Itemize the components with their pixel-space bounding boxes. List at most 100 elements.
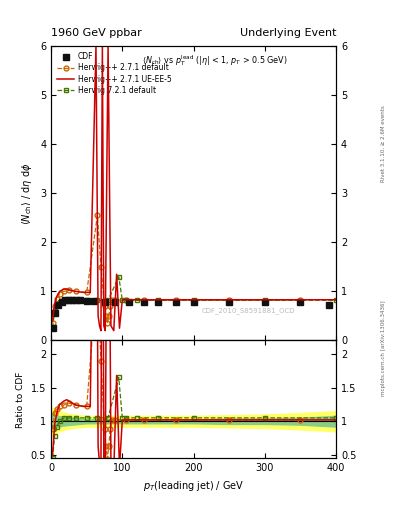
CDF [263, 298, 267, 305]
Legend: CDF, Herwig++ 2.7.1 default, Herwig++ 2.7.1 UE-EE-5, Herwig 7.2.1 default: CDF, Herwig++ 2.7.1 default, Herwig++ 2.… [55, 50, 174, 97]
Text: 1960 GeV ppbar: 1960 GeV ppbar [51, 28, 142, 38]
CDF [156, 298, 160, 305]
Herwig++ 2.7.1 UE-EE-5 [100, 43, 105, 49]
CDF [191, 298, 196, 305]
Text: CDF_2010_S8591881_OCD: CDF_2010_S8591881_OCD [202, 307, 296, 314]
Herwig++ 2.7.1 default [107, 313, 111, 319]
X-axis label: $p_T$(leading jet) / GeV: $p_T$(leading jet) / GeV [143, 479, 244, 493]
Herwig 7.2.1 default [52, 308, 57, 314]
Y-axis label: Ratio to CDF: Ratio to CDF [16, 371, 25, 428]
Text: mcplots.cern.ch [arXiv:1306.3436]: mcplots.cern.ch [arXiv:1306.3436] [381, 301, 386, 396]
Herwig 7.2.1 default [66, 297, 71, 303]
Herwig++ 2.7.1 UE-EE-5 [73, 288, 78, 294]
Herwig++ 2.7.1 UE-EE-5 [94, 43, 98, 49]
Herwig 7.2.1 default [156, 297, 160, 303]
Herwig++ 2.7.1 default [109, 297, 114, 303]
Herwig++ 2.7.1 UE-EE-5 [106, 43, 110, 49]
Line: CDF: CDF [49, 296, 332, 332]
Text: Rivet 3.1.10, ≥ 2.6M events: Rivet 3.1.10, ≥ 2.6M events [381, 105, 386, 182]
Herwig++ 2.7.1 default [227, 297, 231, 303]
Text: Underlying Event: Underlying Event [239, 28, 336, 38]
Herwig++ 2.7.1 default [95, 212, 100, 219]
Herwig 7.2.1 default [134, 297, 139, 303]
CDF [92, 298, 96, 304]
Herwig++ 2.7.1 UE-EE-5 [263, 296, 267, 303]
Herwig++ 2.7.1 default [52, 303, 57, 309]
Herwig 7.2.1 default [73, 297, 78, 303]
Herwig++ 2.7.1 UE-EE-5 [54, 293, 59, 300]
CDF [59, 299, 64, 305]
Herwig 7.2.1 default [57, 299, 62, 305]
Herwig++ 2.7.1 default [141, 297, 146, 303]
CDF [298, 298, 303, 305]
Herwig 7.2.1 default [84, 297, 89, 303]
Herwig++ 2.7.1 UE-EE-5 [50, 318, 55, 324]
CDF [70, 297, 75, 303]
Herwig++ 2.7.1 default [50, 320, 55, 326]
Herwig 7.2.1 default [50, 324, 55, 330]
Herwig 7.2.1 default [334, 297, 338, 303]
Herwig++ 2.7.1 UE-EE-5 [62, 286, 66, 292]
Herwig++ 2.7.1 UE-EE-5 [334, 296, 338, 303]
CDF [227, 298, 231, 305]
Herwig 7.2.1 default [120, 297, 125, 303]
Y-axis label: $\langle N_{\rm ch}\rangle$ / d$\eta$ d$\phi$: $\langle N_{\rm ch}\rangle$ / d$\eta$ d$… [20, 162, 35, 225]
Herwig++ 2.7.1 default [173, 297, 178, 303]
Line: Herwig 7.2.1 default: Herwig 7.2.1 default [50, 274, 338, 330]
Herwig++ 2.7.1 UE-EE-5 [114, 271, 119, 278]
Herwig++ 2.7.1 UE-EE-5 [127, 296, 132, 303]
CDF [127, 298, 132, 305]
Herwig++ 2.7.1 default [54, 296, 59, 302]
Herwig++ 2.7.1 UE-EE-5 [88, 289, 93, 295]
Herwig 7.2.1 default [54, 302, 59, 308]
Herwig++ 2.7.1 UE-EE-5 [191, 296, 196, 303]
Herwig++ 2.7.1 UE-EE-5 [81, 289, 86, 295]
Herwig++ 2.7.1 default [57, 291, 62, 297]
CDF [77, 297, 82, 303]
Herwig++ 2.7.1 UE-EE-5 [156, 296, 160, 303]
Herwig++ 2.7.1 UE-EE-5 [52, 301, 57, 307]
Line: Herwig++ 2.7.1 UE-EE-5: Herwig++ 2.7.1 UE-EE-5 [53, 46, 336, 331]
CDF [73, 297, 78, 303]
Herwig++ 2.7.1 UE-EE-5 [99, 328, 103, 334]
Herwig++ 2.7.1 default [62, 288, 66, 294]
Herwig 7.2.1 default [116, 273, 121, 280]
Herwig 7.2.1 default [123, 297, 128, 303]
CDF [141, 298, 146, 305]
Herwig++ 2.7.1 UE-EE-5 [64, 286, 69, 292]
CDF [56, 302, 61, 308]
CDF [327, 302, 331, 308]
Herwig++ 2.7.1 default [123, 297, 128, 303]
Herwig 7.2.1 default [95, 297, 100, 303]
Herwig++ 2.7.1 default [298, 297, 303, 303]
Herwig++ 2.7.1 UE-EE-5 [103, 328, 108, 334]
CDF [52, 310, 57, 316]
Herwig++ 2.7.1 default [99, 264, 103, 270]
Herwig++ 2.7.1 UE-EE-5 [97, 323, 102, 329]
Herwig++ 2.7.1 default [104, 313, 108, 319]
CDF [50, 325, 55, 331]
Herwig 7.2.1 default [62, 297, 66, 303]
CDF [84, 297, 89, 304]
CDF [66, 296, 71, 303]
Herwig++ 2.7.1 UE-EE-5 [108, 323, 113, 329]
CDF [63, 297, 68, 303]
Herwig++ 2.7.1 default [73, 288, 78, 294]
Herwig++ 2.7.1 default [66, 287, 71, 293]
CDF [173, 298, 178, 305]
CDF [113, 298, 118, 305]
Herwig 7.2.1 default [191, 297, 196, 303]
Herwig++ 2.7.1 UE-EE-5 [96, 313, 101, 319]
Herwig++ 2.7.1 default [84, 289, 89, 295]
Line: Herwig++ 2.7.1 default: Herwig++ 2.7.1 default [50, 213, 303, 326]
Herwig++ 2.7.1 UE-EE-5 [101, 323, 106, 329]
Herwig++ 2.7.1 default [113, 297, 118, 303]
Herwig++ 2.7.1 UE-EE-5 [69, 287, 73, 293]
Herwig++ 2.7.1 default [108, 303, 112, 309]
Herwig 7.2.1 default [263, 297, 267, 303]
Herwig++ 2.7.1 UE-EE-5 [117, 325, 122, 331]
Herwig 7.2.1 default [106, 297, 110, 303]
Herwig++ 2.7.1 default [102, 303, 107, 309]
Herwig++ 2.7.1 UE-EE-5 [112, 328, 116, 334]
CDF [102, 298, 107, 305]
